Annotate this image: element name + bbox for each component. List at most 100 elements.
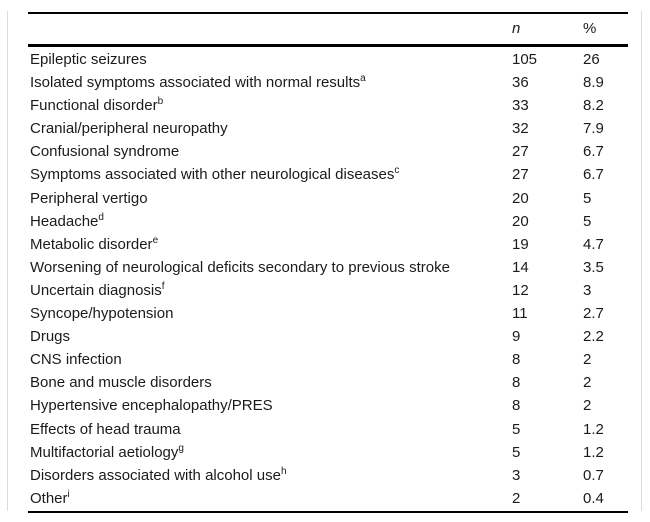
table-row: Effects of head trauma 5 1.2	[28, 418, 628, 441]
n-value: 27	[512, 166, 529, 184]
n-value: 105	[512, 51, 538, 68]
percent-value: 26	[583, 51, 600, 68]
footnote-marker: g	[178, 442, 184, 454]
n-value: 9	[512, 328, 521, 346]
table-row: Uncertain diagnosisf 12 3	[28, 279, 628, 302]
table-row: Bone and muscle disorders 8 2	[28, 371, 628, 394]
diagnosis-label: Peripheral vertigo	[30, 187, 148, 210]
table-row: Disorders associated with alcohol useh 3…	[28, 464, 628, 487]
table-row: Isolated symptoms associated with normal…	[28, 71, 628, 94]
column-header-n: n	[512, 20, 521, 37]
column-header-percent: %	[583, 20, 597, 37]
percent-value: 6.7	[583, 143, 604, 161]
footnote-marker: a	[360, 73, 366, 85]
diagnosis-text: Functional disorder	[30, 97, 158, 115]
diagnosis-text: Multifactorial aetiology	[30, 443, 179, 461]
diagnosis-text: Hypertensive encephalopathy/PRES	[30, 397, 273, 415]
table-row: Hypertensive encephalopathy/PRES 8 2	[28, 394, 628, 417]
figure-frame-left-edge	[7, 11, 8, 511]
footnote-marker: b	[157, 96, 164, 108]
n-value: 8	[512, 397, 521, 415]
table-row: Worsening of neurological deficits secon…	[28, 256, 628, 279]
n-value: 8	[512, 374, 521, 392]
n-value: 3	[512, 466, 521, 484]
diagnosis-label: Effects of head trauma	[30, 418, 181, 441]
percent-value: 7.9	[583, 120, 604, 138]
diagnosis-text: Epileptic seizures	[30, 51, 147, 68]
percent-value: 0.7	[583, 466, 604, 484]
diagnosis-text: Peripheral vertigo	[30, 189, 148, 207]
table-row: Otheri 2 0.4	[28, 487, 628, 510]
diagnosis-text: Headache	[30, 212, 99, 230]
table-row: Metabolic disordere 19 4.7	[28, 233, 628, 256]
diagnosis-label: Metabolic disordere	[30, 233, 158, 256]
percent-value: 0.4	[583, 489, 604, 507]
diagnosis-label: Syncope/hypotension	[30, 302, 173, 325]
percent-value: 2.7	[583, 305, 604, 323]
n-value: 14	[512, 258, 529, 276]
diagnosis-label: Epileptic seizures	[30, 48, 147, 71]
diagnosis-label: Otheri	[30, 487, 70, 510]
percent-value: 8.2	[583, 97, 604, 115]
table-row: Functional disorderb 33 8.2	[28, 94, 628, 117]
percent-value: 4.7	[583, 235, 604, 253]
table-row: Cranial/peripheral neuropathy 32 7.9	[28, 117, 628, 140]
diagnosis-label: Hypertensive encephalopathy/PRES	[30, 394, 273, 417]
diagnosis-label: Drugs	[30, 325, 70, 348]
diagnosis-label: Functional disorderb	[30, 94, 163, 117]
table-row: Symptoms associated with other neurologi…	[28, 163, 628, 186]
diagnosis-label: Bone and muscle disorders	[30, 371, 212, 394]
footnote-marker: c	[394, 165, 400, 177]
n-value: 11	[512, 305, 528, 323]
table-row: CNS infection 8 2	[28, 348, 628, 371]
diagnosis-text: Other	[30, 489, 68, 507]
diagnosis-text: Cranial/peripheral neuropathy	[30, 120, 228, 138]
n-value: 33	[512, 97, 529, 115]
footnote-marker: i	[67, 488, 70, 500]
diagnosis-label: Isolated symptoms associated with normal…	[30, 71, 366, 94]
diagnosis-text: Effects of head trauma	[30, 420, 181, 438]
diagnosis-text: Disorders associated with alcohol use	[30, 466, 281, 484]
n-value: 32	[512, 120, 529, 138]
percent-value: 2	[583, 397, 592, 415]
table-row: Drugs 9 2.2	[28, 325, 628, 348]
diagnosis-text: Uncertain diagnosis	[30, 281, 162, 299]
percent-value: 1.2	[583, 420, 604, 438]
diagnosis-text: Bone and muscle disorders	[30, 374, 212, 392]
diagnosis-text: Confusional syndrome	[30, 143, 180, 161]
diagnosis-label: Multifactorial aetiologyg	[30, 441, 184, 464]
diagnosis-text: Syncope/hypotension	[30, 305, 174, 323]
diagnosis-table: n % Epileptic seizures 105 26 Isolated s…	[28, 12, 628, 513]
diagnosis-label: Confusional syndrome	[30, 140, 179, 163]
percent-value: 5	[583, 212, 592, 230]
percent-value: 3.5	[583, 258, 604, 276]
diagnosis-text: Drugs	[30, 328, 71, 346]
table-row: Headached 20 5	[28, 210, 628, 233]
figure-frame-right-edge	[641, 11, 642, 511]
diagnosis-text: Isolated symptoms associated with normal…	[30, 74, 361, 92]
percent-value: 8.9	[583, 74, 604, 92]
percent-value: 1.2	[583, 443, 604, 461]
n-value: 27	[512, 143, 529, 161]
table-row: Multifactorial aetiologyg 5 1.2	[28, 441, 628, 464]
percent-value: 2	[583, 374, 592, 392]
n-value: 20	[512, 189, 529, 207]
footnote-marker: f	[161, 280, 165, 292]
n-value: 36	[512, 74, 529, 92]
table-row: Syncope/hypotension 11 2.7	[28, 302, 628, 325]
n-value: 2	[512, 489, 521, 507]
n-value: 12	[512, 281, 529, 299]
percent-value: 2.2	[583, 328, 604, 346]
diagnosis-text: Worsening of neurological deficits secon…	[30, 258, 450, 276]
diagnosis-label: CNS infection	[30, 348, 122, 371]
table-row: Confusional syndrome 27 6.7	[28, 140, 628, 163]
table-row: Epileptic seizures 105 26	[28, 48, 628, 71]
n-value: 5	[512, 443, 521, 461]
footnote-marker: e	[152, 234, 159, 246]
diagnosis-text: CNS infection	[30, 351, 122, 369]
diagnosis-label: Symptoms associated with other neurologi…	[30, 163, 399, 186]
table-row: Peripheral vertigo 20 5	[28, 187, 628, 210]
diagnosis-text: Metabolic disorder	[30, 235, 153, 253]
diagnosis-label: Disorders associated with alcohol useh	[30, 464, 287, 487]
n-value: 20	[512, 212, 529, 230]
